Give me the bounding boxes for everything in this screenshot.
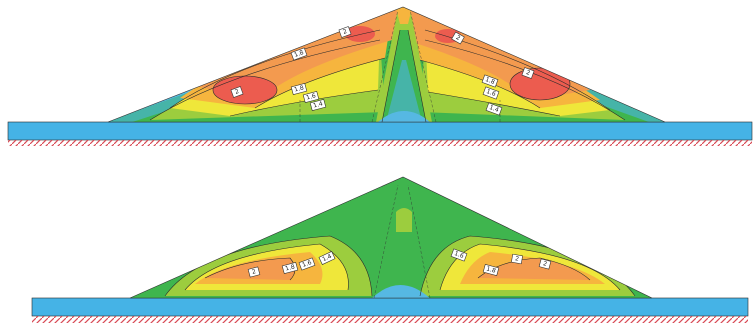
- svg-text:1.6: 1.6: [453, 250, 465, 260]
- svg-text:1.8: 1.8: [484, 76, 496, 86]
- contour-label: 1.4: [485, 102, 503, 116]
- svg-text:2: 2: [342, 28, 348, 36]
- contour-label: 1.4: [318, 251, 336, 265]
- svg-text:1.4: 1.4: [321, 253, 333, 263]
- foundation-layer-top: [7, 121, 753, 141]
- svg-text:1.8: 1.8: [293, 84, 304, 93]
- dam-section-bottom: [31, 176, 749, 323]
- contour-label: 2: [451, 31, 465, 45]
- svg-text:1.8: 1.8: [284, 263, 295, 272]
- svg-text:2: 2: [515, 255, 520, 263]
- svg-text:2: 2: [234, 88, 240, 96]
- svg-text:1.4: 1.4: [488, 104, 500, 114]
- svg-text:1.8: 1.8: [485, 265, 496, 274]
- contour-label: 2: [511, 253, 523, 265]
- svg-text:1.4: 1.4: [312, 100, 323, 109]
- dam-outline-top: [107, 6, 666, 123]
- svg-text:1.6: 1.6: [305, 92, 316, 101]
- foundation-layer-bottom: [31, 297, 749, 317]
- contour-label: 1.6: [450, 248, 468, 262]
- svg-text:2: 2: [251, 268, 257, 276]
- contour-label: 2: [538, 258, 552, 270]
- contour-label: 1.8: [281, 261, 299, 275]
- contour-label: 1.8: [481, 74, 499, 88]
- contour-label: 1.8: [290, 82, 308, 96]
- svg-text:2: 2: [455, 34, 462, 42]
- svg-text:1.6: 1.6: [301, 259, 313, 269]
- dam-outline-bottom: [129, 176, 653, 299]
- svg-text:1.6: 1.6: [485, 88, 497, 98]
- contour-label: 2: [247, 266, 261, 278]
- svg-text:2: 2: [542, 260, 548, 268]
- contour-label: 1.6: [298, 257, 316, 271]
- base-hatch-top: [8, 140, 752, 146]
- base-hatch-bottom: [32, 316, 748, 323]
- contour-label: 2: [521, 67, 535, 79]
- svg-text:1.8: 1.8: [293, 49, 305, 59]
- contour-label: 1.8: [482, 263, 500, 277]
- contour-label: 1.8: [290, 47, 308, 61]
- contour-label: 2: [338, 26, 352, 38]
- contour-labels-bottom: 2 1.8 1.6 1.4 1.6 1.8 2 2: [247, 248, 552, 278]
- contour-label: 1.6: [482, 86, 500, 100]
- contour-label: 1.4: [309, 98, 327, 112]
- contour-labels-top: 1.8 2 2 1.8 1.6 1.4 1.8 1.6 1.4 2 2: [230, 26, 535, 116]
- contour-label: 2: [230, 86, 244, 98]
- svg-text:2: 2: [525, 69, 531, 77]
- contour-label: 1.6: [302, 90, 320, 104]
